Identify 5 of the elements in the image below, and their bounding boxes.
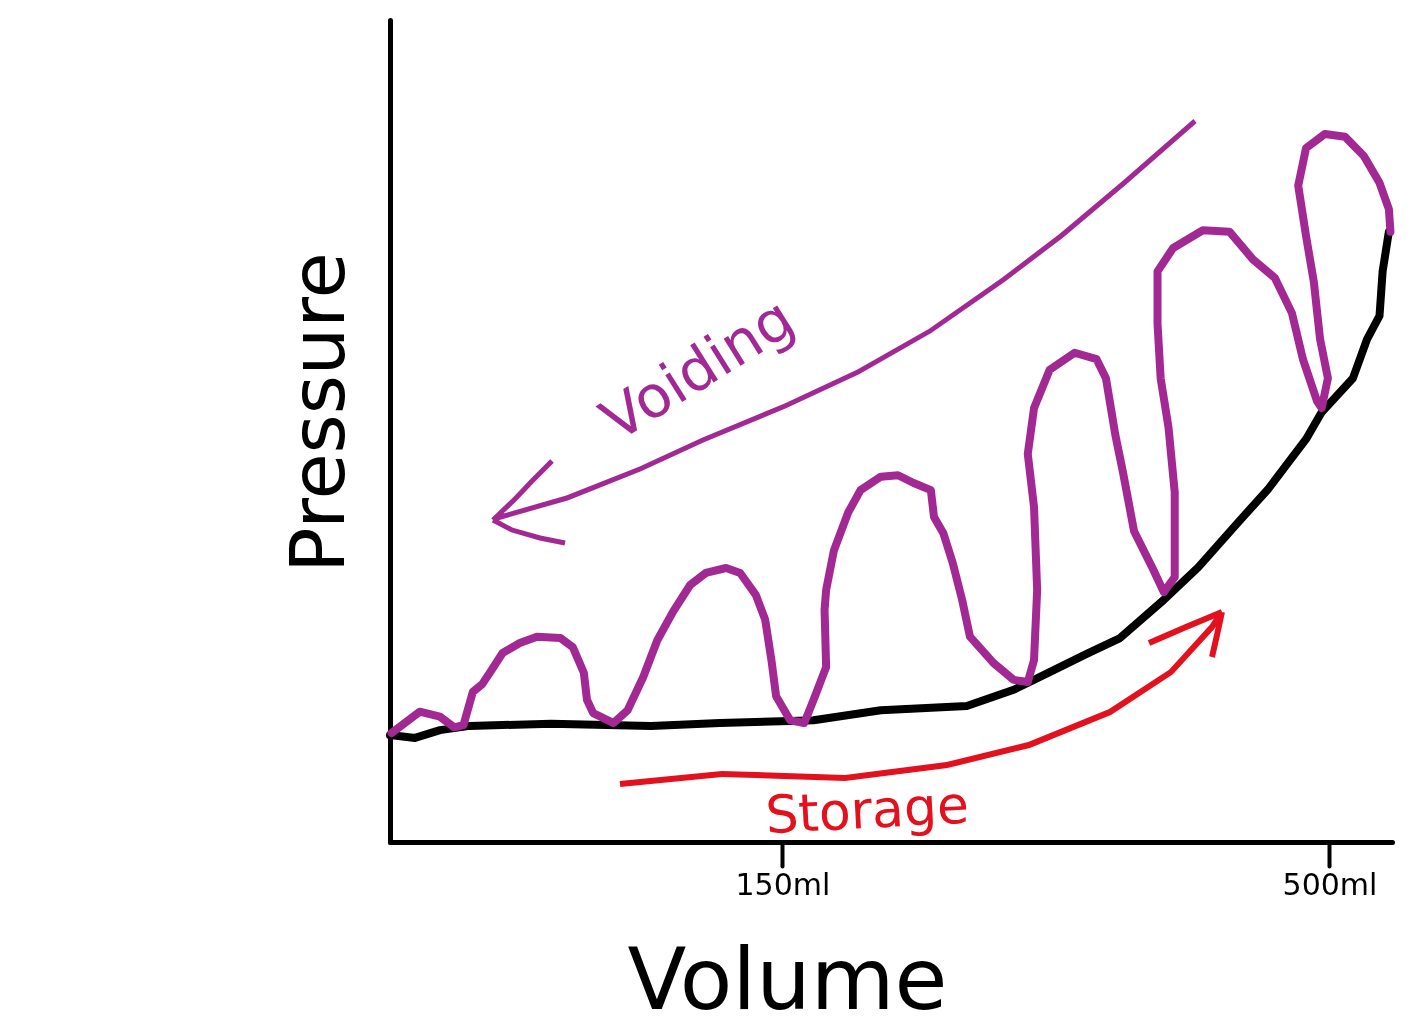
y-axis-title: Pressure — [273, 252, 362, 573]
x-tick-label: 150ml — [735, 866, 831, 902]
x-tick-label: 500ml — [1282, 866, 1378, 902]
annotation: Storage — [763, 774, 971, 846]
x-axis-title: Volume — [627, 928, 948, 1029]
